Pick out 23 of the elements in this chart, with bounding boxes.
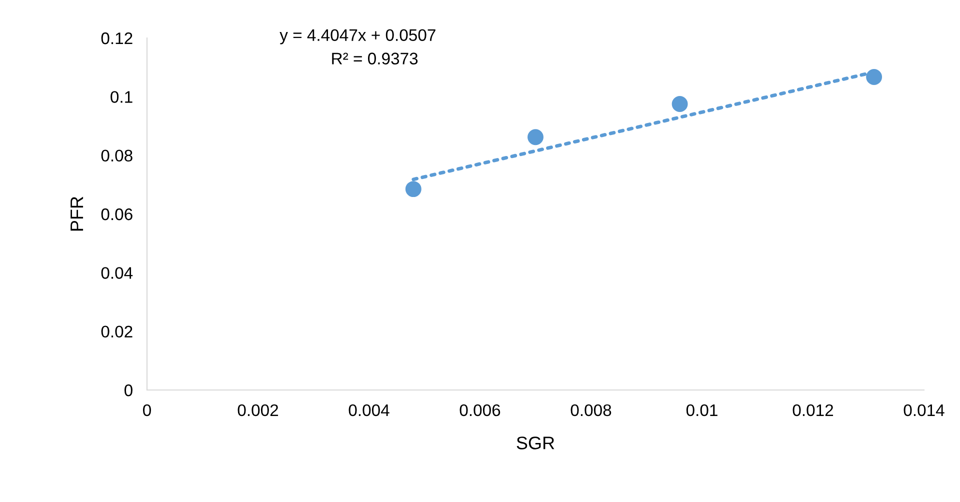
x-axis-title: SGR <box>516 436 554 450</box>
annotation: R² = 0.9373 <box>332 52 418 64</box>
y-tick-label: 0.12 <box>101 32 132 44</box>
point <box>405 181 422 198</box>
annotation: y = 4.4047x + 0.0507 <box>280 29 436 44</box>
y-tick-label: 0.1 <box>110 91 132 103</box>
y-tick-label: 0 <box>124 384 132 396</box>
y-tick-label: 0.04 <box>101 267 133 279</box>
x-tick-label: 0.006 <box>460 404 500 416</box>
point <box>528 129 544 146</box>
x-tick-label: 0.01 <box>686 404 718 416</box>
x-tick-label: 0.002 <box>238 404 278 416</box>
x-tick-label: 0.014 <box>904 404 944 416</box>
point <box>866 69 882 85</box>
y-tick-label: 0.08 <box>101 150 132 162</box>
y-axis-title: PFR <box>70 196 84 231</box>
x-tick-label: 0.012 <box>792 404 834 416</box>
x-tick-label: 0.004 <box>348 404 390 416</box>
point <box>672 96 688 112</box>
y-tick-label: 0.06 <box>101 208 132 220</box>
x-tick-label: 0.008 <box>570 404 612 416</box>
x-tick-label: 0 <box>143 404 151 416</box>
y-tick-label: 0.02 <box>101 326 132 338</box>
